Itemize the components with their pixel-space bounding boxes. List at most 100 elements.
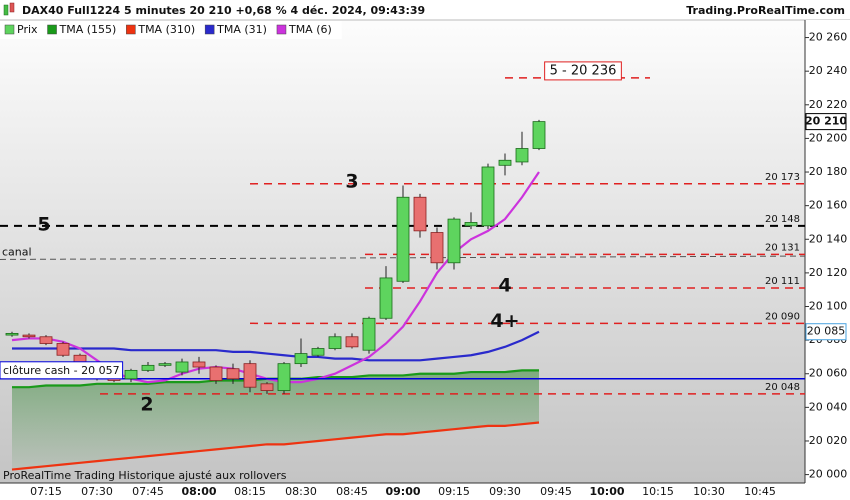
candle-body — [362, 317, 376, 351]
logo-icon — [9, 2, 15, 13]
x-tick-label: 09:45 — [540, 485, 572, 498]
x-tick-label: 07:45 — [132, 485, 164, 498]
candle-body — [481, 166, 495, 227]
candle-body — [175, 361, 189, 373]
candle-body — [396, 196, 410, 282]
y-tick-label: 20 000 — [809, 468, 848, 481]
candle-body — [447, 218, 461, 264]
candle-body — [226, 368, 240, 380]
candle-body — [141, 364, 155, 371]
x-tick-label: 10:00 — [589, 485, 624, 498]
candle-body — [260, 383, 274, 391]
candle-body — [498, 159, 512, 166]
trendline-label: canal — [2, 245, 32, 258]
last-price-box — [805, 113, 847, 131]
y-tick-label: 20 260 — [809, 31, 848, 44]
x-tick-label: 10:15 — [642, 485, 674, 498]
ma-band — [12, 370, 539, 470]
x-tick-label: 09:30 — [489, 485, 521, 498]
candle-body — [209, 366, 223, 381]
legend-bg — [0, 21, 342, 39]
y-tick-label: 20 200 — [809, 131, 848, 144]
level-label: 20 048 — [765, 382, 800, 393]
candle-body — [243, 363, 257, 388]
candle-body — [56, 343, 70, 356]
close-line-label: clôture cash - 20 057 — [3, 364, 120, 377]
x-tick-label: 09:00 — [385, 485, 420, 498]
candle-body — [277, 363, 291, 391]
y-tick-label: 20 160 — [809, 199, 848, 212]
ma-line — [11, 421, 540, 471]
ma-line — [12, 330, 540, 362]
y-axis-area — [805, 20, 850, 500]
header-bar — [0, 0, 850, 20]
y-tick-label: 20 020 — [809, 434, 848, 447]
candle-body — [532, 121, 546, 149]
legend: Prix TMA (155) TMA (310) TMA (31) TMA (6) — [0, 21, 342, 39]
x-tick-label: 10:30 — [693, 485, 725, 498]
candle-body — [158, 363, 172, 366]
level-box — [544, 61, 622, 81]
candle-body — [413, 196, 427, 232]
chart-title: DAX40 Full1224 5 minutes 20 210 +0,68 % … — [22, 4, 425, 17]
level-label: 20 111 — [765, 276, 800, 287]
x-axis-area — [0, 483, 805, 500]
legend-swatch — [204, 24, 215, 35]
y-tick-label: 20 240 — [809, 64, 848, 77]
level-box-label: 5 - 20 236 — [550, 63, 617, 78]
candle-body — [345, 336, 359, 348]
candle-body — [515, 148, 529, 163]
legend-swatch — [47, 24, 57, 35]
legend-swatch — [276, 24, 287, 35]
y-tick-label: 20 180 — [809, 165, 848, 178]
y-tick-label: 20 120 — [809, 266, 848, 279]
x-tick-label: 07:30 — [81, 485, 113, 498]
footer-note: ProRealTime Trading Historique ajusté au… — [3, 469, 287, 482]
level-note: 4 — [498, 275, 511, 297]
y-tick-label: 20 100 — [809, 300, 848, 313]
x-tick-label: 08:15 — [234, 485, 266, 498]
x-tick-label: 09:15 — [438, 485, 470, 498]
level-label: 20 148 — [765, 214, 800, 225]
legend-label: TMA (31) — [216, 23, 267, 36]
candle-body — [328, 336, 342, 349]
candle-body — [5, 332, 19, 336]
source: Trading.ProRealTime.com — [686, 4, 845, 17]
candle-body — [430, 232, 444, 264]
candle-body — [379, 277, 393, 319]
x-tick-label: 07:15 — [30, 485, 62, 498]
y-tick-label: 20 220 — [809, 98, 848, 111]
legend-label: TMA (6) — [288, 23, 332, 36]
candle-body — [311, 348, 325, 356]
level-label: 20 173 — [765, 172, 800, 183]
legend-swatch — [4, 24, 15, 35]
last-price-label: 20 210 — [805, 115, 847, 128]
y-tick-label: 20 140 — [809, 232, 848, 245]
y-tick-label: 20 060 — [809, 367, 848, 380]
level-label: 20 131 — [765, 242, 800, 253]
legend-label: Prix — [17, 23, 38, 36]
level-note: 3 — [345, 170, 358, 192]
close-line-box — [0, 361, 124, 380]
x-tick-label: 08:30 — [285, 485, 317, 498]
y-tick-label: 20 040 — [809, 400, 848, 413]
candle-body — [39, 336, 53, 344]
plot-layer — [0, 77, 805, 471]
legend-label: TMA (310) — [137, 23, 195, 36]
logo-icon — [3, 4, 9, 16]
x-tick-label: 08:00 — [181, 485, 216, 498]
candle-body — [464, 222, 478, 227]
legend-swatch — [126, 24, 136, 35]
level-label: 20 090 — [765, 311, 800, 322]
level-note: 2 — [140, 393, 153, 415]
x-tick-label: 10:45 — [744, 485, 776, 498]
legend-label: TMA (155) — [59, 23, 117, 36]
x-tick-label: 08:45 — [336, 485, 368, 498]
level-note: 5 — [37, 213, 50, 235]
candle-body — [22, 334, 36, 338]
candle-body — [124, 369, 138, 380]
ma-value-box — [805, 323, 847, 341]
candle-body — [192, 361, 206, 368]
level-note: 4+ — [490, 310, 519, 332]
